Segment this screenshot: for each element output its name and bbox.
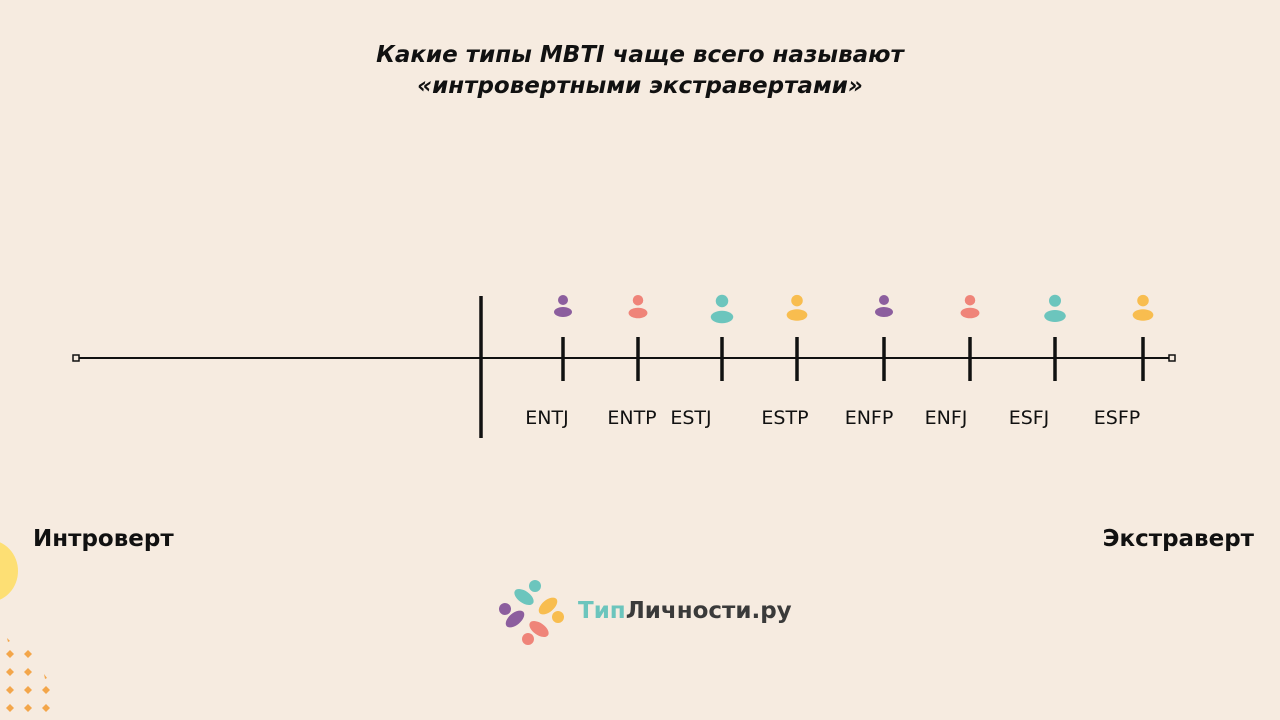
- person-icon-head: [964, 294, 976, 306]
- logo-text-part-2: Личности.ру: [625, 598, 792, 624]
- type-marker-estj: ESTJ: [670, 294, 734, 429]
- type-label: ENTP: [607, 407, 656, 429]
- extravert-label: Экстраверт: [1102, 526, 1254, 552]
- logo-text: ТипЛичности.ру: [578, 598, 792, 624]
- type-marker-enfj: ENFJ: [925, 294, 980, 429]
- person-icon-body: [1132, 309, 1154, 321]
- axis-left-end-marker: [72, 354, 80, 362]
- type-marker-estp: ESTP: [761, 294, 809, 429]
- person-icon-body: [786, 309, 808, 321]
- person-icon-head: [1049, 294, 1061, 307]
- type-label: ENFJ: [925, 407, 968, 429]
- person-icon-head: [558, 295, 568, 305]
- logo-flower-icon: [499, 580, 564, 645]
- person-icon-body: [710, 310, 734, 324]
- type-marker-enfp: ENFP: [845, 295, 894, 429]
- decorative-orange-dots: [6, 638, 50, 712]
- person-icon-head: [791, 294, 803, 307]
- type-label: ESTJ: [670, 407, 711, 429]
- person-icon-body: [628, 307, 648, 319]
- type-label: ESFJ: [1009, 407, 1050, 429]
- type-label: ENTJ: [525, 407, 568, 429]
- type-label: ESFP: [1094, 407, 1140, 429]
- type-marker-esfj: ESFJ: [1009, 294, 1066, 429]
- person-icon-head: [879, 295, 889, 305]
- person-icon-head: [715, 294, 729, 308]
- person-icon-head: [1137, 294, 1149, 307]
- title-line-1: Какие типы MBTI чаще всего называют: [376, 42, 904, 68]
- site-logo: ТипЛичности.ру: [494, 578, 792, 650]
- logo-text-part-1: Тип: [578, 598, 626, 624]
- type-marker-entj: ENTJ: [525, 295, 572, 429]
- type-label: ESTP: [761, 407, 808, 429]
- decorative-yellow-circle: [0, 540, 18, 602]
- person-icon-body: [554, 307, 572, 317]
- title-line-2: «интровертными экстравертами»: [417, 73, 863, 99]
- type-marker-esfp: ESFP: [1094, 294, 1154, 429]
- person-icon-body: [875, 307, 893, 317]
- person-icon-head: [632, 294, 644, 306]
- type-marker-entp: ENTP: [607, 294, 657, 429]
- person-icon-body: [1044, 310, 1066, 322]
- axis-right-end-marker: [1168, 354, 1176, 362]
- page-title: Какие типы MBTI чаще всего называют «инт…: [0, 40, 1280, 102]
- introvert-label: Интроверт: [33, 526, 174, 552]
- type-label: ENFP: [845, 407, 894, 429]
- person-icon-body: [960, 307, 980, 319]
